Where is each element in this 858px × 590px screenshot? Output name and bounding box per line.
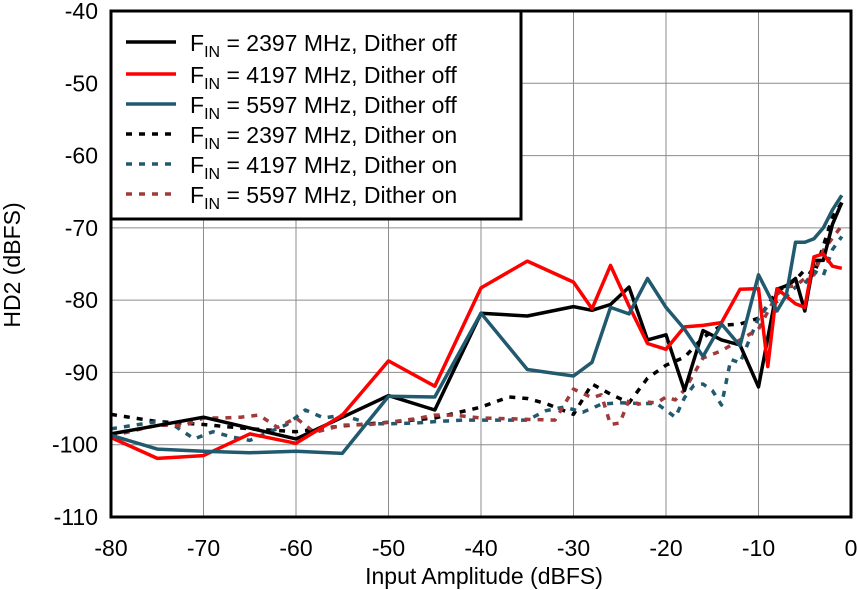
y-tick-label: -60: [65, 143, 98, 169]
x-tick-labels: -80 -70 -60 -50 -40 -30 -20 -10 0: [94, 535, 857, 561]
x-tick-label: -70: [187, 535, 220, 561]
x-tick-label: -60: [279, 535, 312, 561]
series-line-3: [110, 194, 844, 456]
x-tick-label: -50: [372, 535, 405, 561]
x-tick-label: -80: [94, 535, 127, 561]
legend-label-3: FIN = 5597 MHz, Dither off: [190, 92, 457, 123]
x-tick-label: -30: [557, 535, 590, 561]
legend-label-1: FIN = 2397 MHz, Dither off: [190, 30, 457, 61]
legend-label-6: FIN = 5597 MHz, Dither on: [190, 182, 457, 213]
x-tick-label: 0: [845, 535, 858, 561]
y-tick-label: -90: [65, 359, 98, 385]
y-tick-label: -100: [52, 432, 98, 458]
x-tick-label: -10: [742, 535, 775, 561]
y-tick-label: -40: [65, 0, 98, 24]
series-line-6: [110, 224, 844, 438]
series-line-4: [110, 201, 844, 434]
y-tick-label: -110: [54, 504, 98, 530]
legend-label-4: FIN = 2397 MHz, Dither on: [190, 122, 457, 153]
x-axis-label: Input Amplitude (dBFS): [365, 563, 603, 589]
legend-label-5: FIN = 4197 MHz, Dither on: [190, 152, 457, 183]
x-tick-label: -40: [464, 535, 497, 561]
y-tick-label: -70: [65, 215, 98, 241]
series-group: [110, 194, 844, 461]
y-tick-label: -80: [65, 287, 98, 313]
x-tick-label: -20: [649, 535, 682, 561]
legend-label-2: FIN = 4197 MHz, Dither off: [190, 62, 457, 93]
y-tick-labels: -110 -100 -90 -80 -70 -60 -50 -40: [52, 0, 98, 530]
y-axis-label: HD2 (dBFS): [0, 202, 25, 327]
series-line-2: [110, 252, 843, 461]
y-tick-label: -50: [65, 70, 98, 96]
plot-frame: [109, 9, 853, 519]
